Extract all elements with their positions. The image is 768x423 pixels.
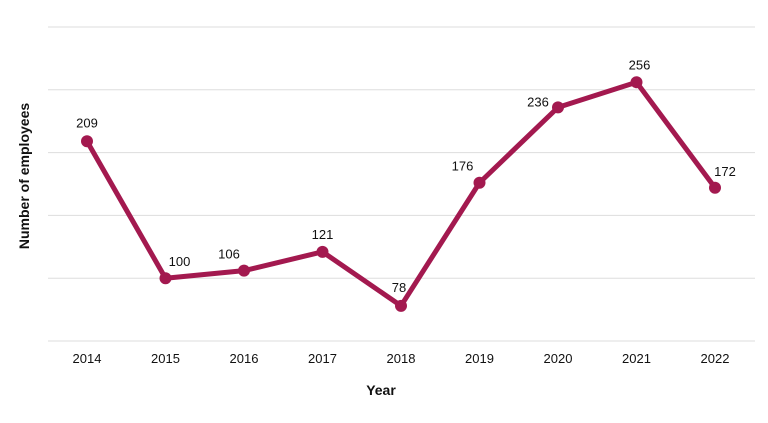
x-tick-2016: 2016 <box>230 351 259 366</box>
data-label-2019: 176 <box>452 159 474 174</box>
x-tick-2017: 2017 <box>308 351 337 366</box>
data-label-2017: 121 <box>312 227 334 242</box>
data-point-2021 <box>630 76 643 89</box>
data-point-2022 <box>709 181 721 194</box>
data-label-2014: 209 <box>76 115 98 130</box>
data-point-2017 <box>316 245 329 258</box>
x-tick-2015: 2015 <box>151 351 180 366</box>
y-axis-title: Number of employees <box>16 103 32 249</box>
data-points <box>81 76 721 312</box>
data-point-2015 <box>159 272 172 285</box>
x-axis-tick-labels: 2014 2015 2016 2017 2018 2019 2020 2021 2022 <box>73 351 730 366</box>
data-label-2018: 78 <box>392 280 406 295</box>
data-label-2021: 256 <box>629 57 651 72</box>
data-label-2016: 106 <box>218 247 240 262</box>
x-tick-2021: 2021 <box>622 351 651 366</box>
x-tick-2014: 2014 <box>73 351 102 366</box>
x-tick-2018: 2018 <box>387 351 416 366</box>
x-tick-2020: 2020 <box>544 351 573 366</box>
data-point-2018 <box>395 299 407 312</box>
data-label-2020: 236 <box>527 94 549 109</box>
series-line-layer <box>84 79 718 309</box>
x-axis-title: Year <box>366 382 396 398</box>
data-label-2022: 172 <box>714 164 736 179</box>
data-point-2019 <box>473 176 486 189</box>
data-labels: 209 100 106 121 78 176 236 256 172 <box>76 57 736 295</box>
x-tick-2022: 2022 <box>701 351 730 366</box>
data-point-2014 <box>81 135 93 148</box>
data-point-2020 <box>552 101 564 114</box>
data-point-2016 <box>238 264 250 277</box>
series-line <box>84 79 718 309</box>
x-tick-2019: 2019 <box>465 351 494 366</box>
data-label-2015: 100 <box>169 254 191 269</box>
